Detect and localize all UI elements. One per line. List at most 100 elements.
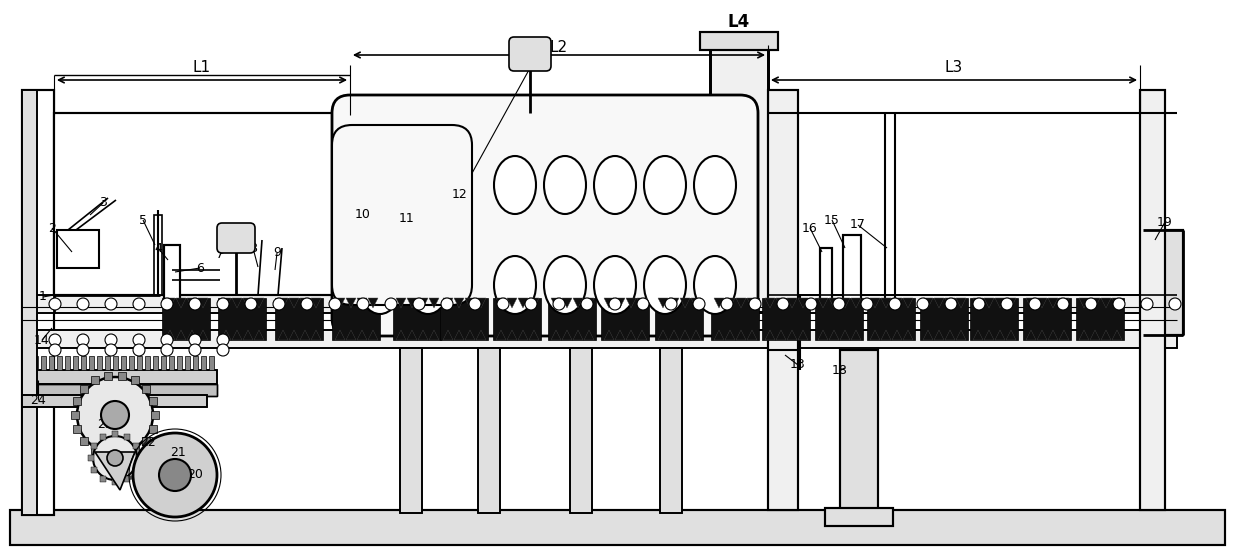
Polygon shape xyxy=(658,330,668,340)
Bar xyxy=(400,348,422,513)
Polygon shape xyxy=(973,330,983,340)
Polygon shape xyxy=(1059,298,1069,308)
Circle shape xyxy=(50,344,61,356)
Polygon shape xyxy=(254,298,264,308)
Text: 10: 10 xyxy=(356,208,370,222)
Circle shape xyxy=(245,298,256,310)
Bar xyxy=(50,356,55,370)
Bar xyxy=(152,356,159,370)
Ellipse shape xyxy=(593,256,636,314)
Polygon shape xyxy=(176,330,186,340)
Bar xyxy=(100,434,107,440)
Circle shape xyxy=(50,298,61,310)
Polygon shape xyxy=(787,330,797,340)
Polygon shape xyxy=(669,298,679,308)
Polygon shape xyxy=(787,298,797,308)
Bar xyxy=(33,356,38,370)
Circle shape xyxy=(385,298,396,310)
Circle shape xyxy=(441,298,453,310)
Polygon shape xyxy=(747,330,757,340)
Bar xyxy=(193,356,198,370)
Ellipse shape xyxy=(544,256,586,314)
Polygon shape xyxy=(626,330,636,340)
Polygon shape xyxy=(945,330,955,340)
Circle shape xyxy=(330,298,341,310)
Polygon shape xyxy=(840,330,850,340)
Circle shape xyxy=(1170,298,1181,310)
Polygon shape xyxy=(1090,298,1100,308)
Polygon shape xyxy=(1006,298,1016,308)
Circle shape xyxy=(721,298,733,310)
Bar xyxy=(660,348,681,513)
Text: 15: 15 xyxy=(824,213,840,227)
Text: 3: 3 xyxy=(99,197,107,209)
Polygon shape xyxy=(1079,298,1089,308)
Bar xyxy=(100,476,107,482)
Bar xyxy=(81,437,88,445)
Polygon shape xyxy=(335,330,344,340)
Bar xyxy=(493,298,541,340)
Circle shape xyxy=(945,298,957,310)
Polygon shape xyxy=(243,330,253,340)
Polygon shape xyxy=(368,330,378,340)
Polygon shape xyxy=(984,330,994,340)
Polygon shape xyxy=(529,298,539,308)
Polygon shape xyxy=(243,298,253,308)
Bar xyxy=(136,455,142,461)
Circle shape xyxy=(107,450,123,466)
Text: 24: 24 xyxy=(30,393,46,407)
Circle shape xyxy=(161,344,173,356)
Bar xyxy=(57,356,62,370)
Polygon shape xyxy=(198,330,208,340)
Polygon shape xyxy=(995,330,1005,340)
Polygon shape xyxy=(346,298,356,308)
Ellipse shape xyxy=(644,256,686,314)
Circle shape xyxy=(890,298,901,310)
Bar xyxy=(73,356,78,370)
Circle shape xyxy=(470,298,481,310)
Bar xyxy=(22,370,217,384)
Bar xyxy=(121,356,126,370)
Bar xyxy=(73,397,82,406)
Polygon shape xyxy=(973,298,983,308)
Polygon shape xyxy=(572,298,584,308)
Polygon shape xyxy=(637,330,647,340)
Bar xyxy=(133,467,139,473)
Circle shape xyxy=(665,298,676,310)
Polygon shape xyxy=(798,330,808,340)
Text: 17: 17 xyxy=(850,218,866,232)
Polygon shape xyxy=(357,330,367,340)
Polygon shape xyxy=(1026,298,1036,308)
Polygon shape xyxy=(957,298,966,308)
Bar xyxy=(815,298,864,340)
Bar xyxy=(164,245,180,303)
Circle shape xyxy=(777,298,789,310)
Circle shape xyxy=(273,298,285,310)
Bar xyxy=(1155,230,1183,335)
Polygon shape xyxy=(476,330,486,340)
Polygon shape xyxy=(736,298,746,308)
Bar xyxy=(141,437,150,445)
Polygon shape xyxy=(335,298,344,308)
Polygon shape xyxy=(465,330,475,340)
Circle shape xyxy=(159,459,191,491)
Polygon shape xyxy=(903,298,913,308)
Bar xyxy=(105,356,110,370)
Circle shape xyxy=(833,298,845,310)
Ellipse shape xyxy=(359,256,401,314)
Text: 9: 9 xyxy=(273,247,281,259)
Text: 16: 16 xyxy=(802,222,818,234)
Bar xyxy=(970,298,1018,340)
Polygon shape xyxy=(311,298,321,308)
Bar xyxy=(71,411,79,419)
Bar xyxy=(825,508,893,526)
Polygon shape xyxy=(444,330,453,340)
Bar xyxy=(55,113,354,295)
Polygon shape xyxy=(798,298,808,308)
Bar xyxy=(41,356,46,370)
Polygon shape xyxy=(934,330,944,340)
Polygon shape xyxy=(691,330,701,340)
Polygon shape xyxy=(289,298,299,308)
Circle shape xyxy=(861,298,873,310)
Text: 5: 5 xyxy=(139,213,147,227)
